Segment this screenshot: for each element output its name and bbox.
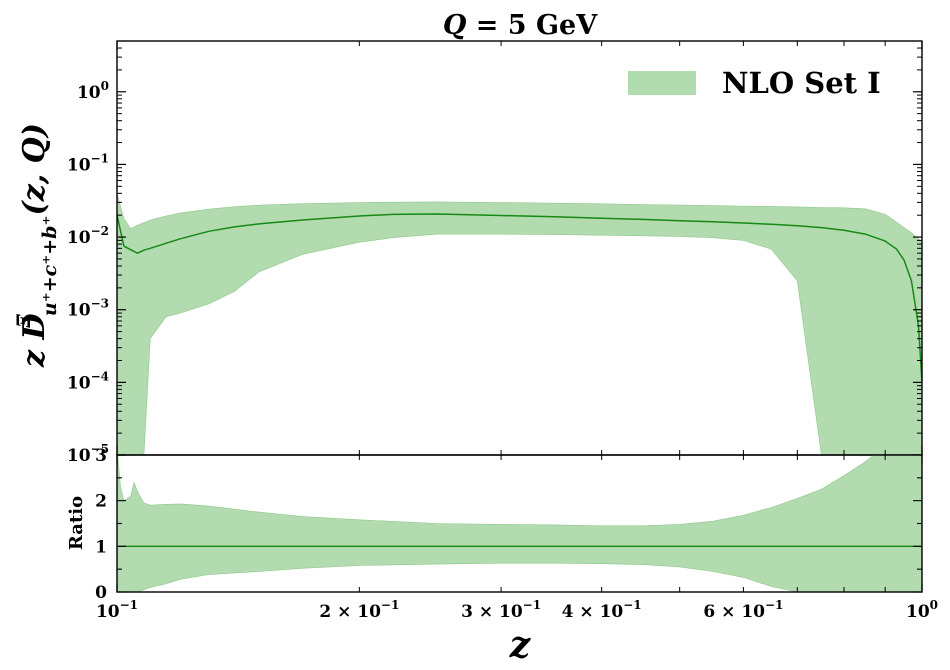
chart-title: Q = 5 GeV bbox=[443, 10, 598, 41]
top-y-tick-label: 100 bbox=[77, 79, 109, 103]
x-tick-label: 6 × 10−1 bbox=[703, 598, 783, 622]
x-tick-label: 4 × 10−1 bbox=[562, 598, 642, 622]
ratio-y-tick-label: 3 bbox=[95, 446, 107, 466]
x-tick-label: 3 × 10−1 bbox=[461, 598, 541, 622]
top-y-tick-label: 10−4 bbox=[67, 369, 109, 393]
x-tick-labels: 10−1 2 × 10−1 3 × 10−1 4 × 10−1 6 × 10−1 100 bbox=[96, 598, 938, 622]
top-y-tick-labels: 100 10−1 10−2 10−3 10−4 10−5 bbox=[67, 79, 109, 466]
central-curve-top bbox=[117, 213, 922, 383]
uncertainty-band-top bbox=[117, 193, 922, 455]
title-rest: = 5 GeV bbox=[466, 10, 598, 41]
top-panel: 100 10−1 10−2 10−3 10−4 10−5 bbox=[67, 40, 923, 466]
legend: NLO Set I bbox=[628, 66, 881, 100]
ratio-axis-label: Ratio bbox=[66, 496, 87, 550]
y-axis-label: z DΞu⁺+c⁺+b⁺(z, Q) bbox=[13, 123, 61, 368]
title-q: Q bbox=[443, 10, 467, 41]
ratio-y-tick-labels: 0 1 2 3 bbox=[95, 446, 107, 603]
top-y-tick-label: 10−1 bbox=[67, 151, 109, 175]
legend-swatch bbox=[628, 71, 696, 95]
x-tick-label: 100 bbox=[906, 598, 938, 622]
ylabel-args: (z, Q) bbox=[17, 123, 52, 215]
ratio-panel: 0 1 2 3 Ratio bbox=[66, 446, 923, 603]
ylabel-subscript: u⁺+c⁺+b⁺ bbox=[39, 215, 61, 316]
x-tick-label: 2 × 10−1 bbox=[319, 598, 399, 622]
legend-label: NLO Set I bbox=[722, 66, 881, 100]
ylabel-superscript: Ξ bbox=[13, 313, 35, 328]
top-y-tick-label: 10−3 bbox=[67, 297, 109, 321]
x-tick-label: 10−1 bbox=[96, 598, 138, 622]
top-y-tick-label: 10−2 bbox=[67, 224, 109, 248]
band-spike-top bbox=[128, 389, 131, 455]
ratio-y-tick-label: 0 bbox=[95, 583, 107, 603]
ratio-y-tick-label: 1 bbox=[95, 537, 107, 557]
ratio-y-tick-label: 2 bbox=[95, 492, 107, 512]
ylabel-z: z bbox=[17, 339, 52, 367]
ratio-panel-ticks bbox=[116, 454, 923, 593]
top-y-tick-label: 10−5 bbox=[67, 442, 109, 466]
ylabel-D: D bbox=[17, 313, 52, 340]
x-axis-label: z bbox=[509, 624, 532, 666]
uncertainty-band-ratio bbox=[117, 455, 922, 592]
